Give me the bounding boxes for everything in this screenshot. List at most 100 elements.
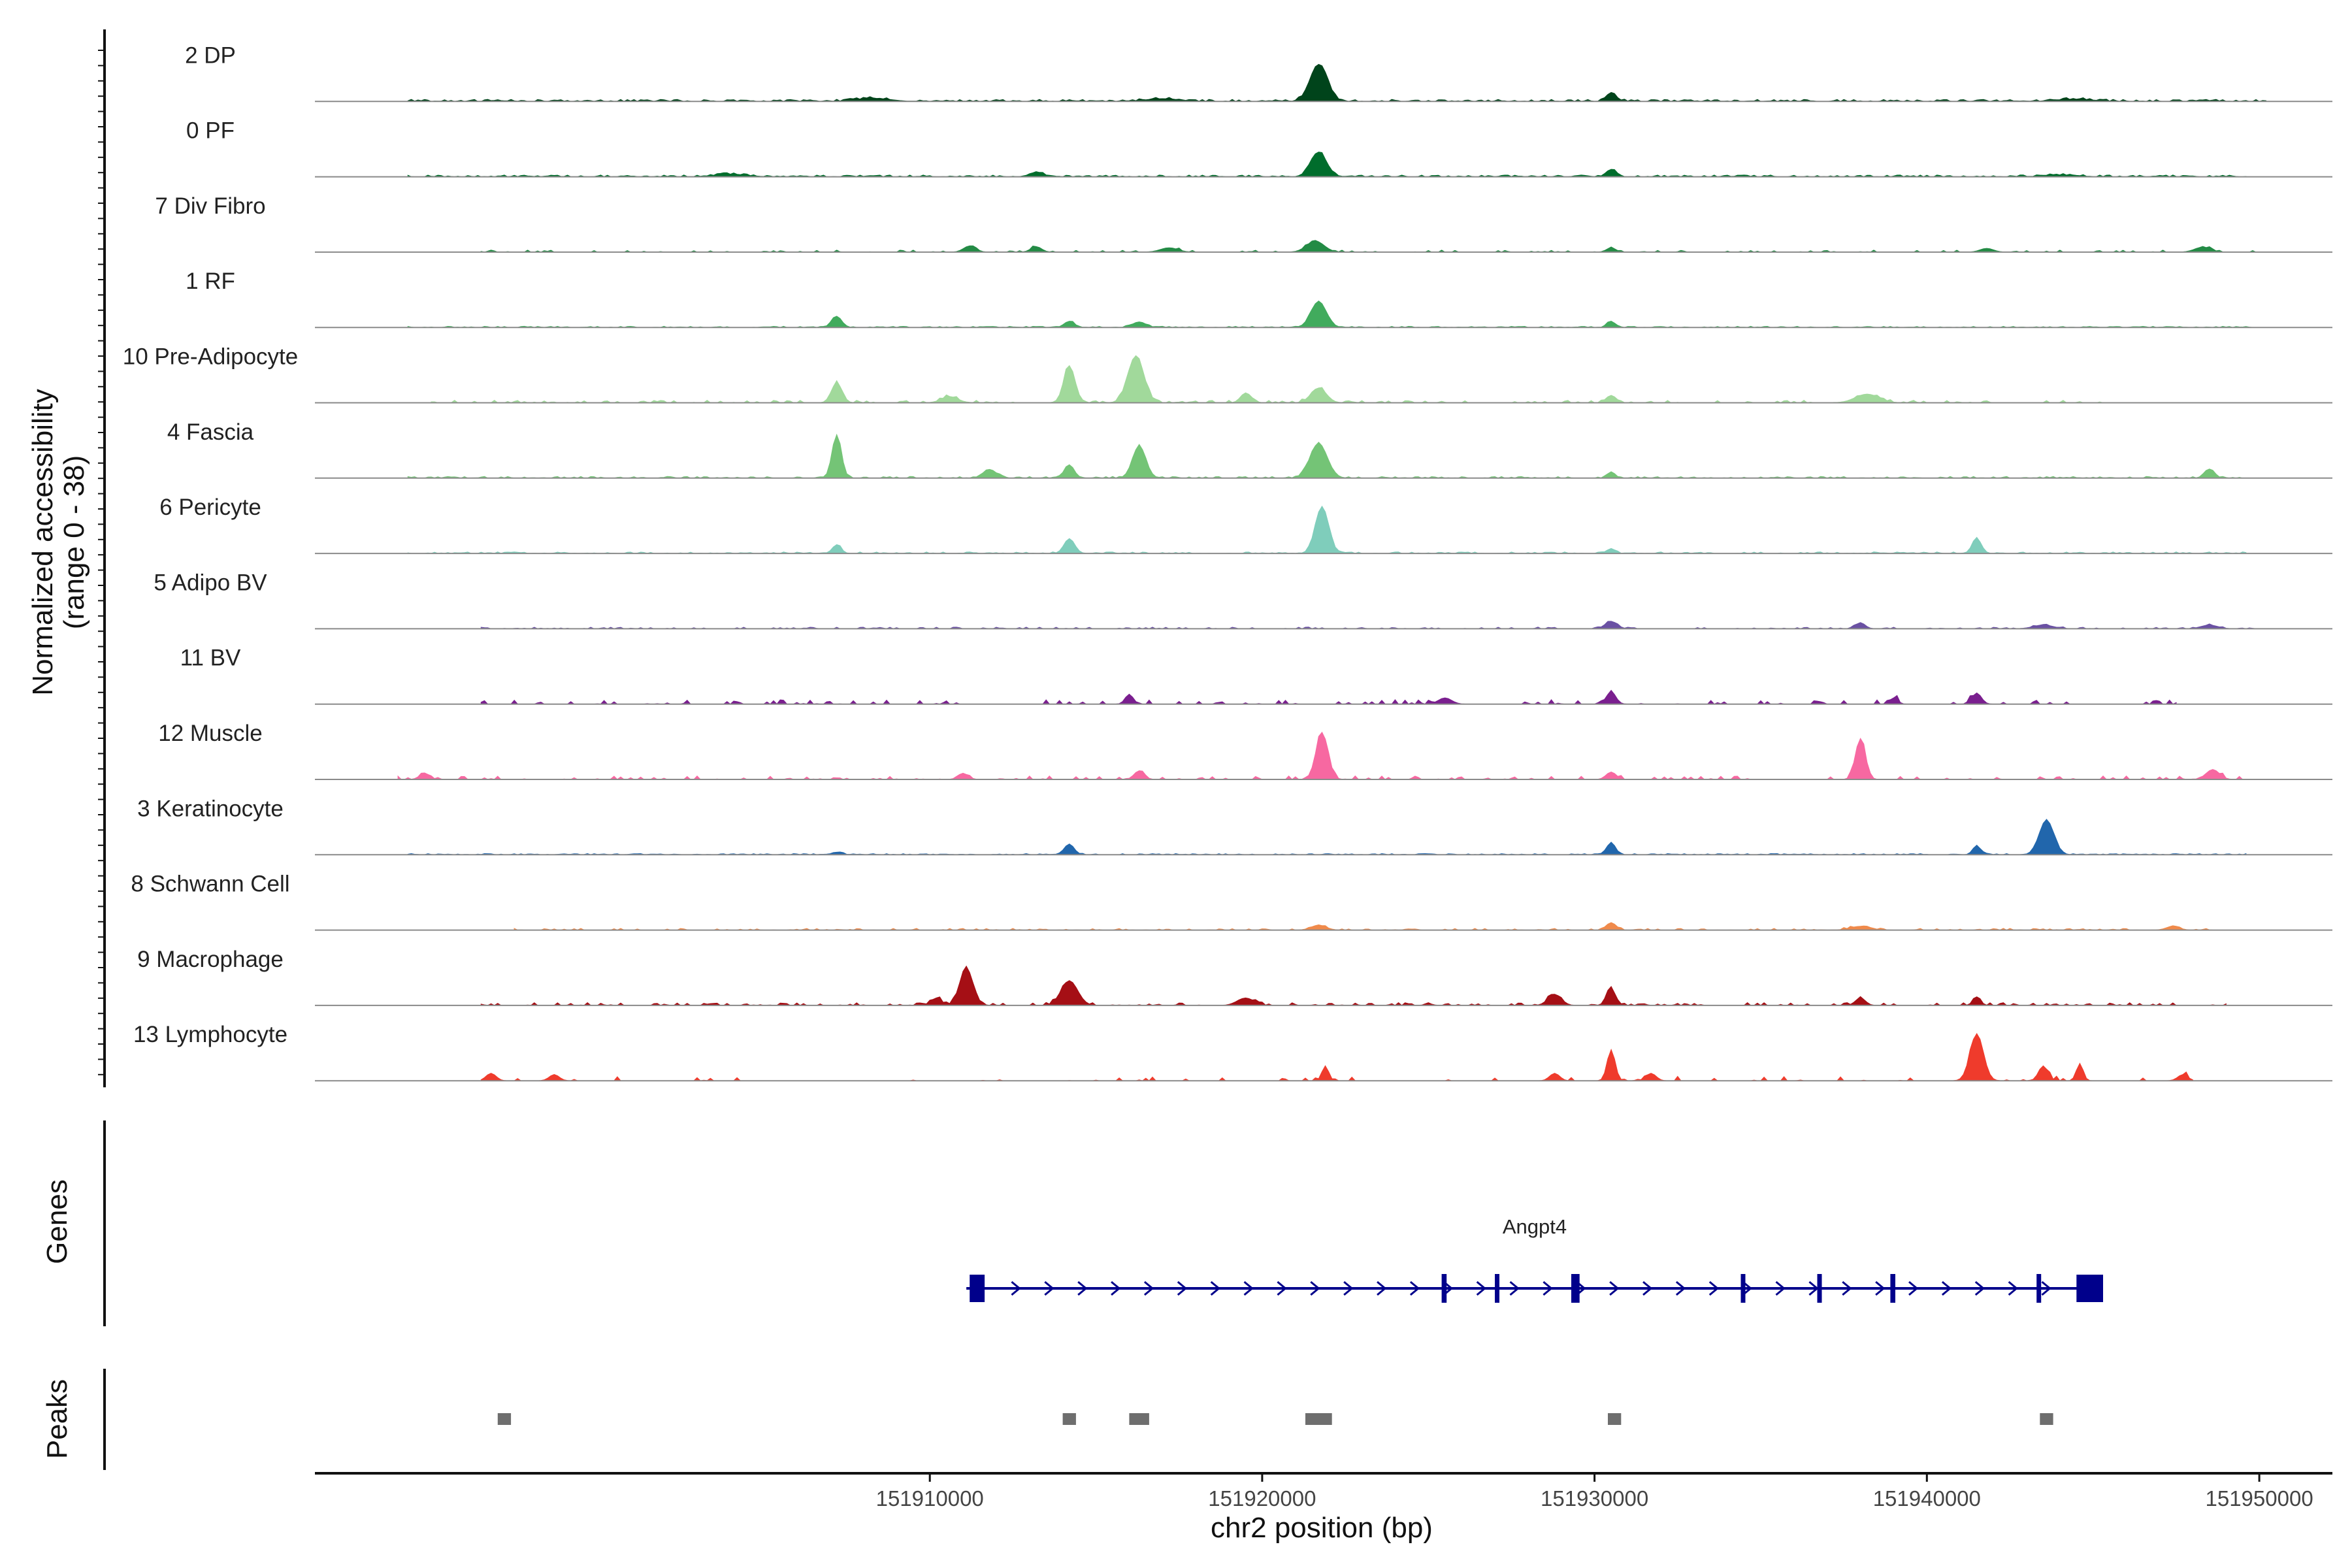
- y-axis-title: Normalized accessibility: [27, 389, 59, 695]
- strand-arrow-icon: [1775, 1281, 1786, 1296]
- exon-block: [1817, 1274, 1822, 1303]
- coverage-area: [514, 922, 2227, 931]
- strand-arrow-icon: [1077, 1281, 1088, 1296]
- track-label: 5 Adipo BV: [154, 570, 267, 595]
- strand-arrow-icon: [1409, 1281, 1420, 1296]
- x-tick-label: 151940000: [1873, 1486, 1981, 1511]
- coverage-area: [480, 1033, 2193, 1082]
- accessibility-y-axis: [98, 29, 106, 1088]
- peak-region: [1608, 1413, 1622, 1425]
- coverage-area: [407, 505, 2247, 554]
- strand-arrow-icon: [1908, 1281, 1919, 1296]
- strand-arrow-icon: [1044, 1281, 1054, 1296]
- x-axis-title: chr2 position (bp): [1211, 1512, 1433, 1544]
- track-label: 8 Schwann Cell: [131, 872, 289, 897]
- strand-arrow-icon: [2041, 1281, 2051, 1296]
- y-axis-subtitle: (range 0 - 38): [58, 455, 90, 630]
- track-label: 13 Lymphocyte: [133, 1022, 287, 1047]
- strand-arrow-icon: [1476, 1281, 1486, 1296]
- genes-panel-title: Genes: [41, 1179, 73, 1264]
- strand-arrow-icon: [1842, 1281, 1852, 1296]
- track-2-dp: 2 DP: [185, 42, 2332, 103]
- exon-block: [1495, 1274, 1499, 1303]
- exon-block: [2036, 1274, 2042, 1303]
- track-label: 4 Fascia: [167, 419, 254, 445]
- exon-block: [1740, 1274, 1746, 1303]
- strand-arrow-icon: [1642, 1281, 1653, 1296]
- strand-arrow-icon: [1310, 1281, 1320, 1296]
- gene-track: Angpt4: [966, 1215, 2103, 1303]
- x-tick-label: 151920000: [1208, 1486, 1316, 1511]
- coverage-tracks: 2 DP 0 PF 7 Div Fibro 1 RF 10 Pre-Adipocyte 4…: [123, 42, 2332, 1082]
- peak-region: [1129, 1413, 1149, 1425]
- coverage-area: [480, 689, 2177, 705]
- track-label: 2 DP: [185, 42, 236, 68]
- coverage-area: [407, 63, 2266, 102]
- coverage-area: [407, 819, 2247, 855]
- exon-block: [1441, 1274, 1447, 1303]
- peak-region: [1305, 1413, 1332, 1425]
- track-label: 0 PF: [186, 118, 235, 144]
- coverage-area: [407, 301, 2266, 328]
- gene-name-label: Angpt4: [1503, 1215, 1567, 1238]
- track-label: 11 BV: [180, 645, 241, 671]
- coverage-area: [480, 621, 2260, 630]
- coverage-area: [480, 965, 2227, 1006]
- peak-track: [497, 1413, 2053, 1425]
- strand-arrow-icon: [1177, 1281, 1188, 1296]
- strand-arrow-icon: [1543, 1281, 1553, 1296]
- exon-block: [2076, 1275, 2103, 1302]
- track-12-muscle: 12 Muscle: [158, 721, 2332, 780]
- track-10-pre-adipocyte: 10 Pre-Adipocyte: [123, 344, 2332, 404]
- coverage-area: [431, 355, 2110, 404]
- strand-arrow-icon: [1509, 1281, 1520, 1296]
- exon-block: [1890, 1274, 1895, 1303]
- track-1-rf: 1 RF: [186, 269, 2332, 329]
- track-label: 9 Macrophage: [137, 947, 284, 972]
- coverage-area: [407, 433, 2246, 479]
- strand-arrow-icon: [1343, 1281, 1354, 1296]
- track-label: 10 Pre-Adipocyte: [123, 344, 298, 370]
- track-label: 1 RF: [186, 269, 235, 294]
- track-7-div-fibro: 7 Div Fibro: [155, 193, 2332, 253]
- coverage-area: [480, 240, 2260, 253]
- exon-block: [1571, 1274, 1580, 1303]
- track-label: 3 Keratinocyte: [137, 796, 284, 821]
- genomic-x-axis: 151910000 151920000 151930000 151940000 1519…: [315, 1472, 2332, 1511]
- track-9-macrophage: 9 Macrophage: [137, 947, 2332, 1006]
- track-8-schwann-cell: 8 Schwann Cell: [131, 872, 2332, 931]
- strand-arrow-icon: [1742, 1281, 1752, 1296]
- x-tick-label: 151950000: [2206, 1486, 2313, 1511]
- track-11-bv: 11 BV: [180, 645, 2332, 705]
- strand-arrow-icon: [1243, 1281, 1254, 1296]
- x-tick-label: 151910000: [876, 1486, 984, 1511]
- strand-arrow-icon: [1011, 1281, 1021, 1296]
- strand-arrow-icon: [1210, 1281, 1221, 1296]
- strand-arrow-icon: [1143, 1281, 1154, 1296]
- coverage-area: [407, 152, 2247, 178]
- exon-block: [970, 1275, 985, 1302]
- track-label: 12 Muscle: [158, 721, 263, 746]
- strand-arrow-icon: [1808, 1281, 1819, 1296]
- track-5-adipo-bv: 5 Adipo BV: [154, 570, 2332, 630]
- x-tick-label: 151930000: [1541, 1486, 1648, 1511]
- track-0-pf: 0 PF: [186, 118, 2332, 178]
- strand-arrow-icon: [1675, 1281, 1686, 1296]
- track-6-pericyte: 6 Pericyte: [159, 495, 2332, 555]
- strand-arrow-icon: [1974, 1281, 1985, 1296]
- strand-arrow-icon: [1941, 1281, 1952, 1296]
- strand-arrow-icon: [1875, 1281, 1886, 1296]
- strand-arrow-icon: [1708, 1281, 1720, 1296]
- strand-arrow-icon: [1377, 1281, 1387, 1296]
- track-label: 7 Div Fibro: [155, 193, 265, 219]
- peak-region: [2040, 1413, 2053, 1425]
- peak-region: [1062, 1413, 1076, 1425]
- strand-arrow-icon: [1609, 1281, 1620, 1296]
- coverage-area: [397, 731, 2244, 780]
- strand-arrow-icon: [2008, 1281, 2018, 1296]
- track-4-fascia: 4 Fascia: [167, 419, 2332, 479]
- peaks-panel-title: Peaks: [41, 1379, 73, 1459]
- track-13-lymphocyte: 13 Lymphocyte: [133, 1022, 2332, 1082]
- peak-region: [497, 1413, 512, 1425]
